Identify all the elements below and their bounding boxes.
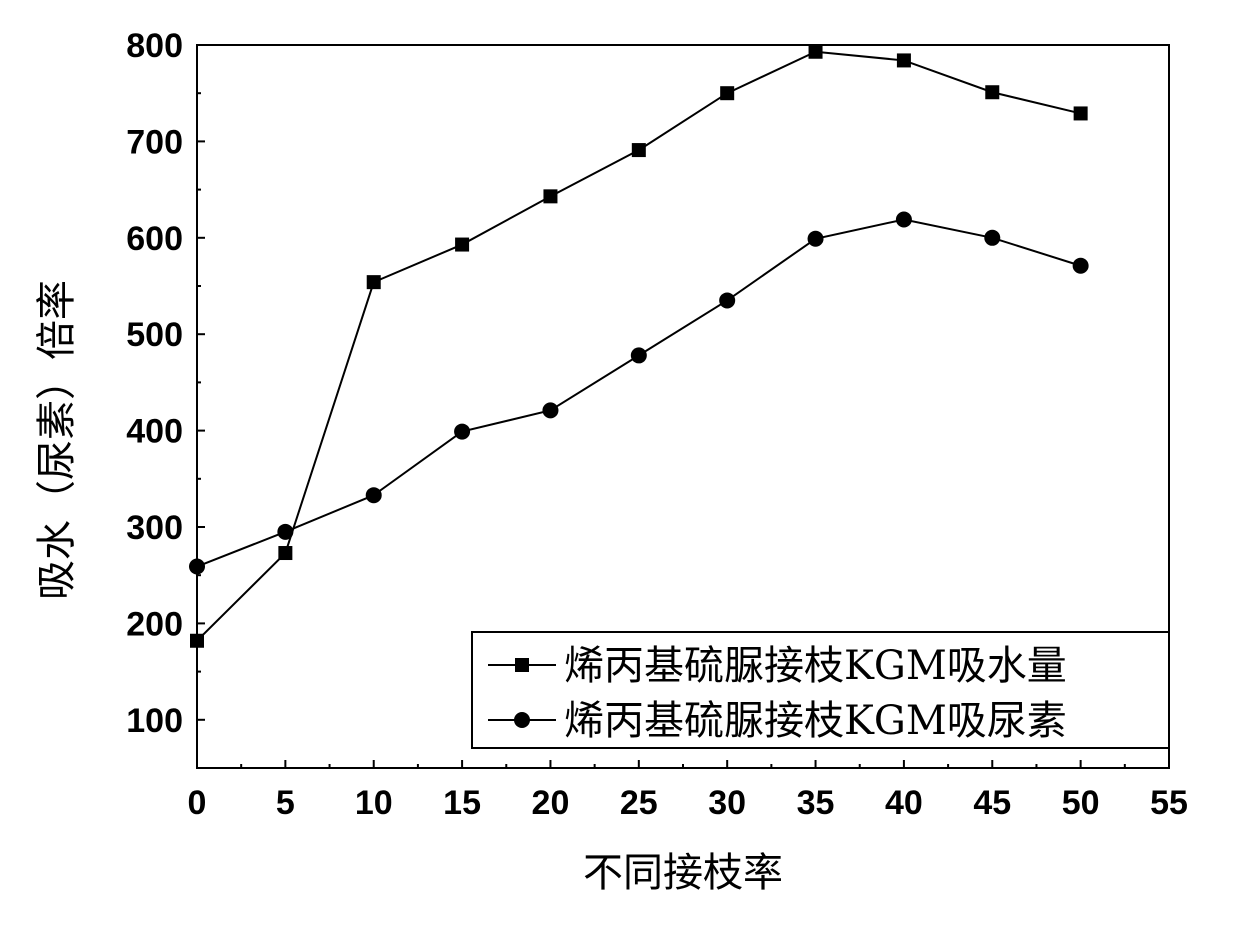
data-point [455, 238, 469, 252]
x-tick-label: 55 [1150, 784, 1188, 822]
x-tick-label: 0 [188, 784, 207, 822]
data-point [277, 524, 293, 540]
data-point [896, 211, 912, 227]
legend-marker [514, 712, 530, 728]
x-tick-label: 25 [620, 784, 658, 822]
y-tick-label: 200 [126, 605, 183, 643]
y-axis-title: 吸水（尿素）倍率 [34, 280, 80, 600]
data-point [720, 86, 734, 100]
x-tick-label: 30 [708, 784, 746, 822]
x-tick-label: 20 [532, 784, 570, 822]
legend-item-1: 烯丙基硫脲接枝KGM吸水量 [488, 643, 1067, 689]
series-group [189, 45, 1089, 648]
x-tick-label: 15 [443, 784, 481, 822]
legend-marker [515, 658, 529, 672]
data-point [542, 402, 558, 418]
data-point [1074, 106, 1088, 120]
data-point [454, 424, 470, 440]
legend-label: 烯丙基硫脲接枝KGM吸水量 [564, 643, 1067, 689]
x-tick-label: 50 [1062, 784, 1100, 822]
y-tick-label: 400 [126, 413, 183, 451]
legend: 烯丙基硫脲接枝KGM吸水量烯丙基硫脲接枝KGM吸尿素 [472, 632, 1169, 748]
data-point [984, 230, 1000, 246]
legend-item-2: 烯丙基硫脲接枝KGM吸尿素 [488, 698, 1067, 744]
y-tick-label: 100 [126, 702, 183, 740]
x-tick-label: 45 [973, 784, 1011, 822]
data-point [367, 275, 381, 289]
x-tick-label: 10 [355, 784, 393, 822]
data-point [631, 347, 647, 363]
x-tick-label: 5 [276, 784, 295, 822]
legend-label: 烯丙基硫脲接枝KGM吸尿素 [564, 698, 1067, 744]
data-point [543, 189, 557, 203]
data-point [366, 487, 382, 503]
series-2 [189, 211, 1089, 574]
data-point [189, 559, 205, 575]
x-tick-label: 40 [885, 784, 923, 822]
data-point [719, 292, 735, 308]
data-point [897, 53, 911, 67]
data-point [190, 634, 204, 648]
data-point [278, 546, 292, 560]
y-tick-label: 600 [126, 220, 183, 258]
data-point [632, 143, 646, 157]
x-tick-label: 35 [797, 784, 835, 822]
data-point [808, 231, 824, 247]
series-line [197, 52, 1081, 641]
y-tick-label: 800 [126, 27, 183, 65]
data-point [809, 45, 823, 59]
data-point [985, 85, 999, 99]
data-point [1073, 258, 1089, 274]
y-tick-label: 500 [126, 316, 183, 354]
series-1 [190, 45, 1088, 648]
x-axis-title: 不同接枝率 [583, 850, 783, 896]
y-tick-label: 700 [126, 123, 183, 161]
y-tick-label: 300 [126, 509, 183, 547]
series-line [197, 219, 1081, 566]
